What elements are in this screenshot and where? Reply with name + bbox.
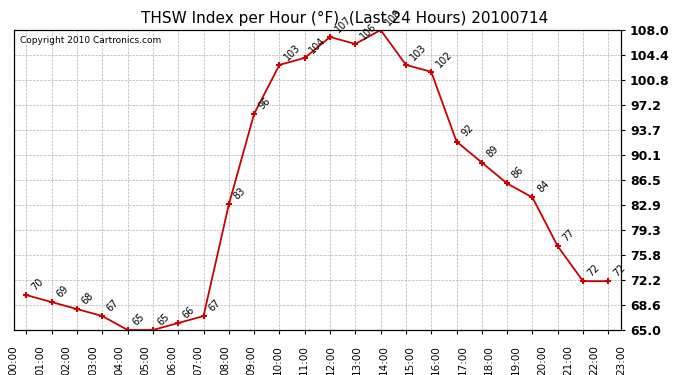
Text: 108: 108 bbox=[384, 7, 404, 27]
Text: 69: 69 bbox=[55, 284, 70, 299]
Text: 14:00: 14:00 bbox=[378, 345, 388, 375]
Text: 86: 86 bbox=[510, 165, 526, 181]
Text: 21:00: 21:00 bbox=[563, 345, 573, 375]
Text: 83: 83 bbox=[232, 186, 247, 202]
Text: 15:00: 15:00 bbox=[405, 345, 415, 375]
Text: 20:00: 20:00 bbox=[537, 345, 546, 375]
Text: 04:00: 04:00 bbox=[115, 345, 124, 375]
Text: 65: 65 bbox=[130, 311, 146, 327]
Text: 96: 96 bbox=[257, 95, 273, 111]
Text: 68: 68 bbox=[80, 291, 95, 306]
Text: 09:00: 09:00 bbox=[246, 345, 257, 375]
Text: 00:00: 00:00 bbox=[9, 345, 19, 375]
Text: 02:00: 02:00 bbox=[61, 345, 72, 375]
Text: 03:00: 03:00 bbox=[88, 345, 98, 375]
Text: 107: 107 bbox=[333, 14, 353, 34]
Text: 67: 67 bbox=[105, 297, 121, 313]
Text: 19:00: 19:00 bbox=[511, 345, 520, 375]
Text: 103: 103 bbox=[282, 42, 302, 62]
Text: 10:00: 10:00 bbox=[273, 345, 283, 375]
Text: Copyright 2010 Cartronics.com: Copyright 2010 Cartronics.com bbox=[20, 36, 161, 45]
Text: 16:00: 16:00 bbox=[431, 345, 441, 375]
Text: 72: 72 bbox=[611, 262, 627, 278]
Text: 05:00: 05:00 bbox=[141, 345, 151, 375]
Text: 18:00: 18:00 bbox=[484, 345, 494, 375]
Text: 65: 65 bbox=[156, 311, 172, 327]
Text: 01:00: 01:00 bbox=[35, 345, 46, 375]
Text: 66: 66 bbox=[181, 304, 197, 320]
Text: 07:00: 07:00 bbox=[194, 345, 204, 375]
Text: 17:00: 17:00 bbox=[457, 345, 468, 375]
Text: 84: 84 bbox=[535, 179, 551, 195]
Text: 103: 103 bbox=[408, 42, 428, 62]
Text: 72: 72 bbox=[586, 262, 602, 278]
Text: 106: 106 bbox=[358, 21, 378, 41]
Text: 12:00: 12:00 bbox=[326, 345, 335, 375]
Text: 77: 77 bbox=[560, 228, 576, 243]
Text: 22:00: 22:00 bbox=[589, 345, 600, 375]
Text: 08:00: 08:00 bbox=[220, 345, 230, 375]
Text: 11:00: 11:00 bbox=[299, 345, 309, 375]
Text: 23:00: 23:00 bbox=[616, 345, 626, 375]
Text: 06:00: 06:00 bbox=[167, 345, 177, 375]
Text: 67: 67 bbox=[206, 297, 222, 313]
Text: 104: 104 bbox=[308, 35, 328, 55]
Text: 70: 70 bbox=[29, 276, 45, 292]
Text: 89: 89 bbox=[484, 144, 500, 160]
Text: 92: 92 bbox=[460, 123, 475, 139]
Text: THSW Index per Hour (°F)  (Last 24 Hours) 20100714: THSW Index per Hour (°F) (Last 24 Hours)… bbox=[141, 11, 549, 26]
Text: 13:00: 13:00 bbox=[352, 345, 362, 375]
Text: 102: 102 bbox=[434, 49, 454, 69]
